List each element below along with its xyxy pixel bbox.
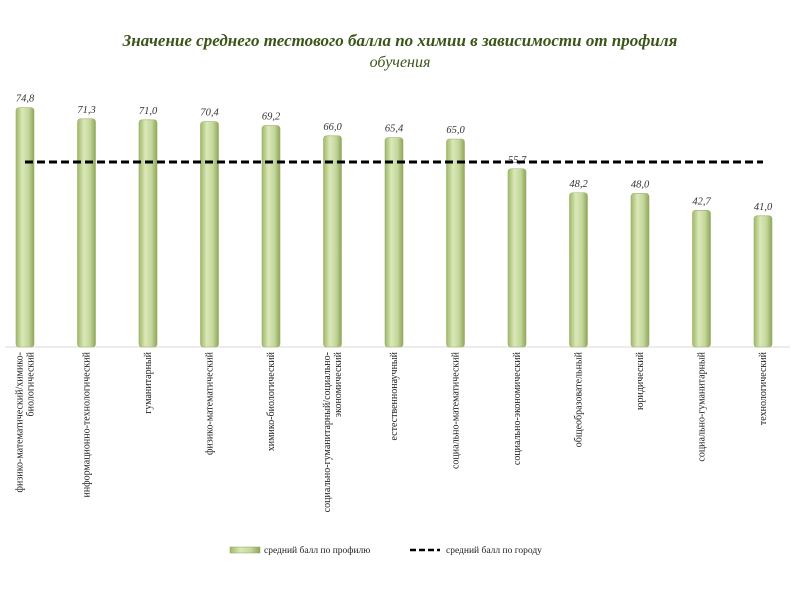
- x-tick-label: социально-гуманитарный/социально-: [322, 352, 333, 512]
- bar: [261, 125, 281, 348]
- x-tick-label: информационно-технологический: [82, 351, 93, 497]
- data-label: 48,2: [569, 179, 588, 190]
- x-tick-label: социально-математический: [451, 351, 462, 469]
- x-tick-label: экономический: [333, 351, 344, 417]
- x-tick-label: химико-биологический: [266, 351, 277, 451]
- data-label: 69,2: [262, 112, 281, 123]
- x-tick-label: социально-гуманитарный: [697, 351, 708, 461]
- x-tick-label: общеобразовательный: [574, 351, 585, 447]
- legend-label-city: средний балл по городу: [446, 545, 542, 556]
- legend-label-profile: средний балл по профилю: [264, 545, 370, 556]
- bar: [507, 168, 527, 348]
- bar: [138, 119, 158, 348]
- x-tick-label: физико-математический/химико-: [15, 352, 26, 492]
- bar: [569, 192, 588, 348]
- legend-swatch-profile: [229, 546, 261, 554]
- legend: средний балл по профилю средний балл по …: [229, 545, 542, 556]
- data-label: 65,4: [385, 124, 404, 135]
- bar: [630, 193, 650, 348]
- x-tick-label: физико-математический: [205, 351, 216, 455]
- x-tick-label: биологический: [26, 351, 37, 416]
- x-tick-label: естественнонаучный: [389, 351, 400, 440]
- x-tick-label: социально-экономический: [512, 351, 523, 465]
- data-label: 71,3: [77, 105, 95, 116]
- x-tick-label: технологический: [758, 351, 769, 425]
- bar: [692, 210, 711, 348]
- data-label: 74,8: [16, 94, 35, 105]
- data-label: 55,7: [508, 155, 527, 166]
- data-label: 42,7: [692, 196, 711, 207]
- chart-title-line-2: обучения: [369, 54, 431, 71]
- bar: [446, 138, 465, 348]
- x-tick-label: гуманитарный: [143, 351, 154, 413]
- x-tick-label: юридический: [635, 351, 646, 410]
- bar: [384, 137, 404, 348]
- data-label: 65,0: [446, 125, 465, 136]
- chart-title-line-1: Значение среднего тестового балла по хим…: [122, 31, 678, 50]
- bar: [200, 121, 219, 348]
- chart-title: Значение среднего тестового балла по хим…: [0, 30, 800, 74]
- data-label: 71,0: [139, 106, 158, 117]
- data-label: 66,0: [323, 122, 342, 133]
- bar: [753, 215, 773, 348]
- bar: [15, 107, 35, 348]
- data-label: 41,0: [754, 202, 773, 213]
- bar: [77, 118, 96, 348]
- bar: [323, 135, 342, 348]
- data-label: 70,4: [200, 108, 219, 119]
- data-label: 48,0: [631, 179, 650, 190]
